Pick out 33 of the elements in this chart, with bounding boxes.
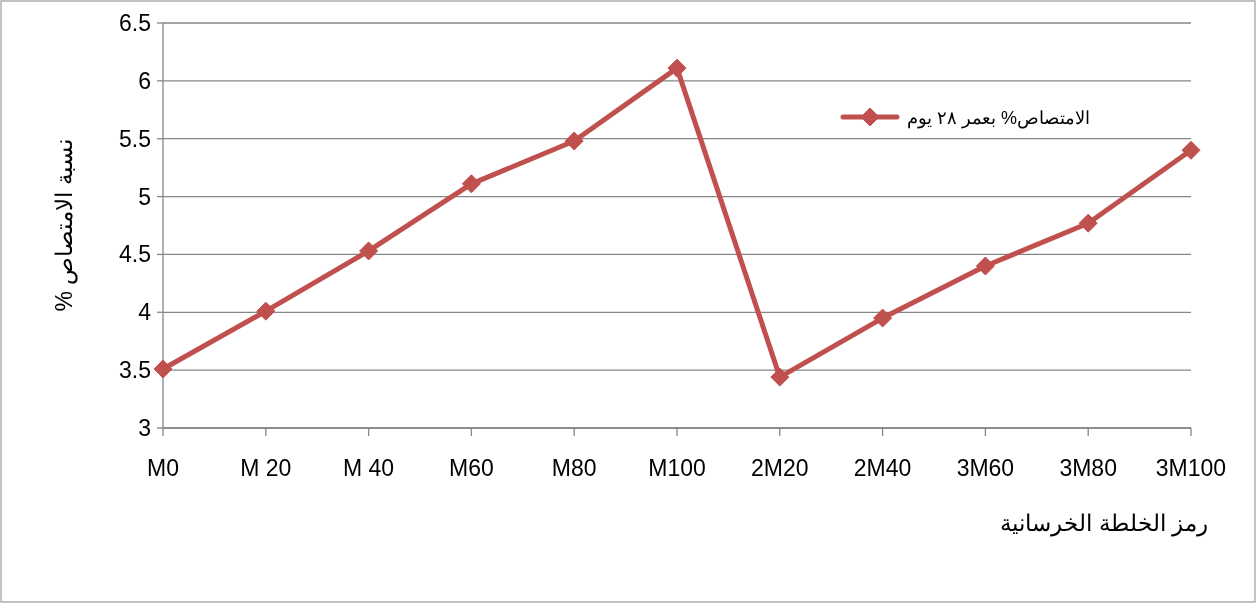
x-tick-label: 3M100 — [1155, 455, 1227, 481]
x-tick-label: 2M40 — [853, 455, 912, 481]
x-tick-label: M0 — [147, 455, 179, 481]
x-tick-label: M 40 — [343, 455, 395, 481]
y-tick-label: 4.5 — [119, 241, 151, 268]
point — [1078, 213, 1098, 233]
y-tick-label: 5.5 — [119, 125, 151, 152]
point — [667, 58, 687, 78]
y-tick-label: 5 — [138, 183, 151, 210]
point — [975, 256, 995, 276]
x-tick-label: 3M80 — [1059, 455, 1117, 481]
point — [770, 367, 790, 387]
x-axis-title: رمز الخلطة الخرسانية — [1000, 510, 1208, 537]
point — [153, 359, 173, 379]
y-tick-label: 6 — [138, 67, 151, 94]
point — [256, 301, 276, 321]
x-tick-label: M 20 — [240, 455, 292, 481]
legend-label: الامتصاص% بعمر ٢٨ يوم — [906, 108, 1090, 129]
x-tick-label: 2M20 — [751, 455, 809, 481]
y-axis-title: نسبة الامتصاص % — [51, 139, 78, 312]
x-tick-label: M60 — [449, 455, 494, 481]
point — [873, 308, 893, 328]
x-tick-label: M100 — [648, 455, 706, 481]
point — [564, 131, 584, 151]
point — [1181, 140, 1201, 160]
y-tick-label: 3 — [138, 415, 151, 441]
x-tick-label: M80 — [551, 455, 597, 481]
point — [359, 241, 379, 261]
y-tick-label: 4 — [138, 299, 152, 326]
y-tick-label: 6.5 — [119, 10, 151, 36]
point — [461, 174, 481, 194]
y-tick-label: 3.5 — [119, 357, 151, 384]
x-tick-label: 3M60 — [956, 455, 1015, 481]
